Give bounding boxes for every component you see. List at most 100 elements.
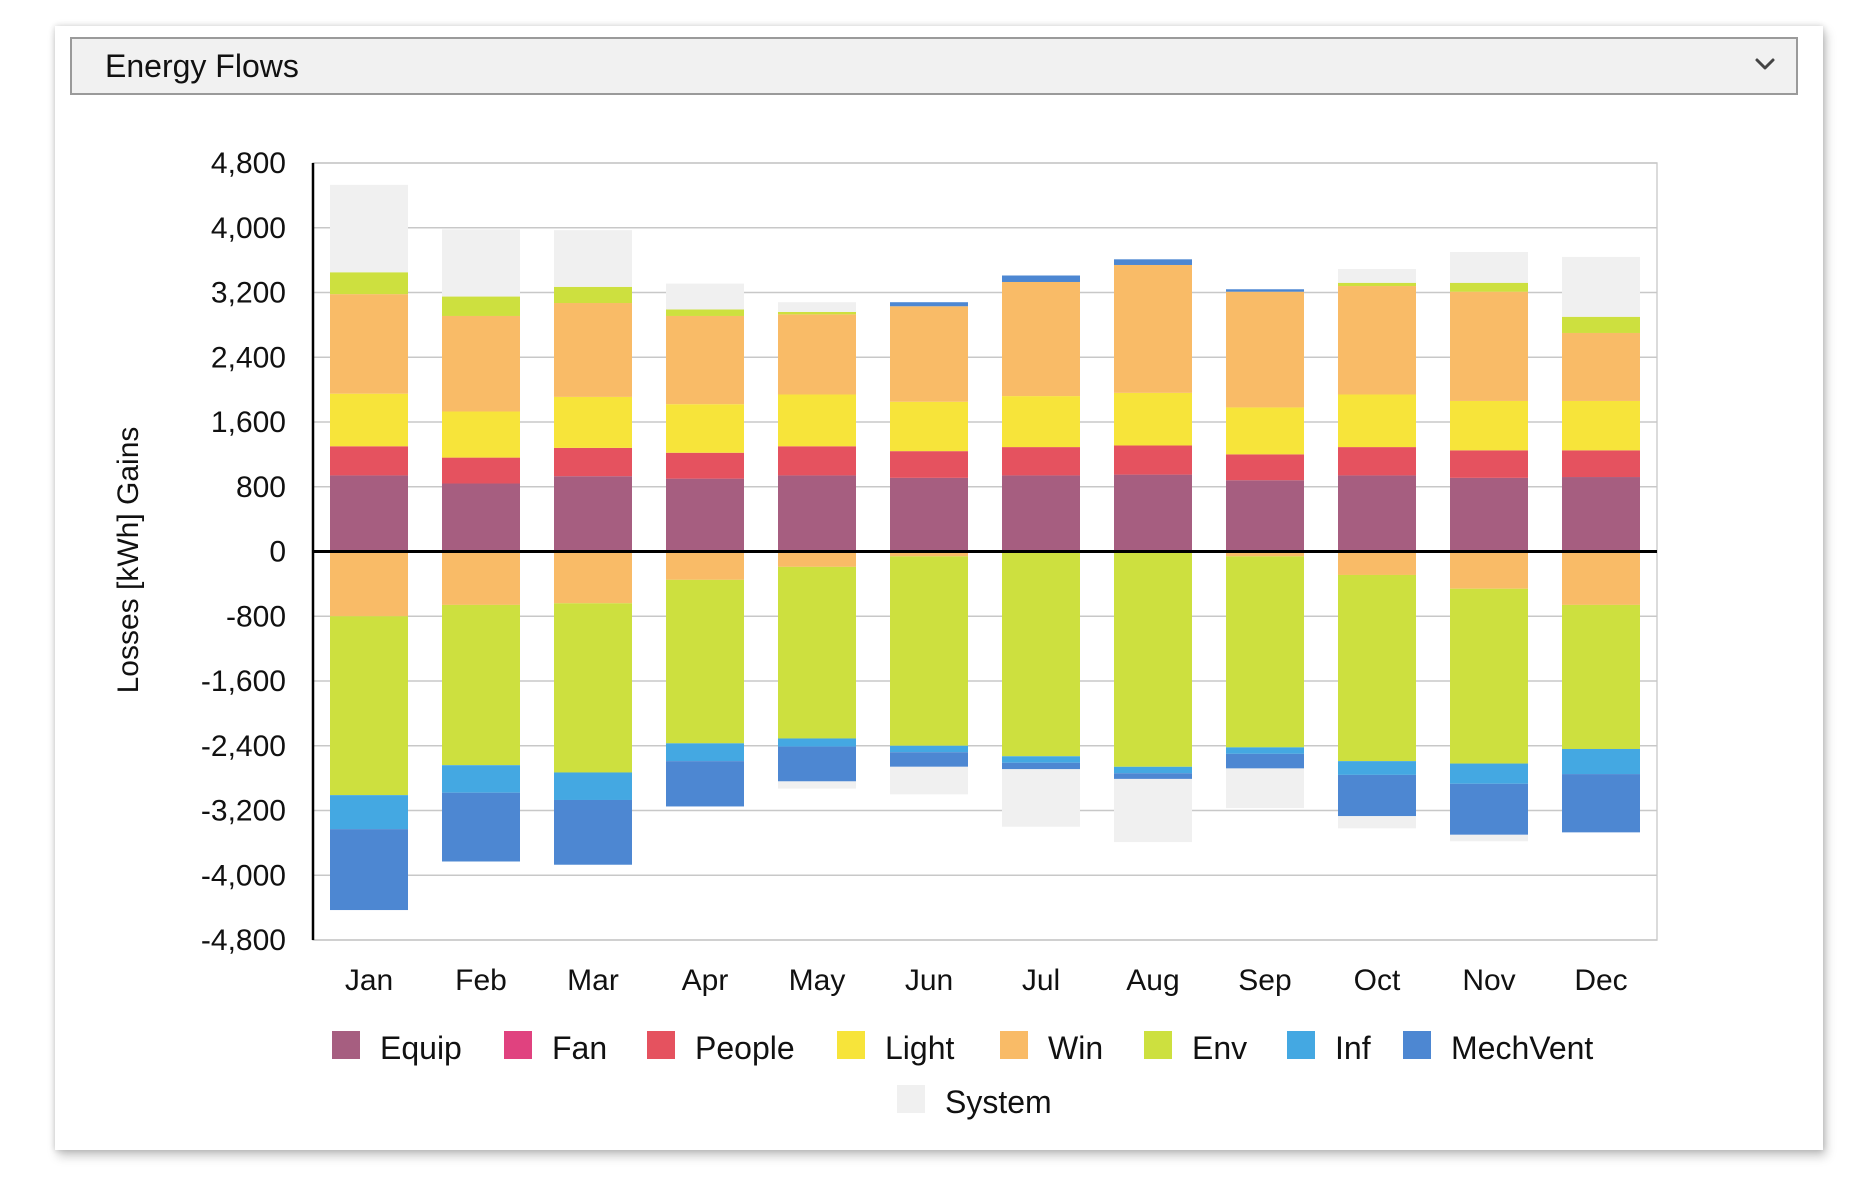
bar-win-loss-jun	[890, 551, 968, 557]
axes	[311, 163, 1657, 940]
bar-group-feb	[442, 229, 520, 862]
bar-group-apr	[666, 283, 744, 807]
legend-item-light[interactable]: Light	[837, 1030, 955, 1066]
bar-win-gain-aug	[1114, 264, 1192, 393]
bar-env-loss-dec	[1562, 604, 1640, 749]
legend-item-system[interactable]: System	[897, 1084, 1052, 1120]
bars	[330, 184, 1640, 911]
bar-equip-gain-jun	[890, 477, 968, 552]
x-tick-label-oct: Oct	[1354, 964, 1401, 997]
bar-mechvent-loss-mar	[554, 799, 632, 865]
bar-light-gain-may	[778, 394, 856, 447]
bar-env-loss-sep	[1226, 556, 1304, 748]
bar-system-loss-jun	[890, 766, 968, 795]
bar-group-nov	[1450, 252, 1528, 842]
bar-inf-loss-sep	[1226, 747, 1304, 754]
bar-win-gain-mar	[554, 303, 632, 397]
legend-label-fan: Fan	[552, 1030, 607, 1066]
y-tick-labels: 4,800 4,000 3,200 2,400 1,600 800 0 -800 -1,600 -…	[201, 147, 286, 957]
y-axis-title: Losses [kWh] Gains	[112, 427, 145, 694]
bar-light-gain-jan	[330, 393, 408, 447]
bar-people-gain-mar	[554, 447, 632, 477]
bar-mechvent-loss-apr	[666, 761, 744, 807]
y-tick-label: -4,000	[201, 859, 286, 892]
bar-win-loss-sep	[1226, 551, 1304, 557]
legend-item-win[interactable]: Win	[1000, 1030, 1103, 1066]
legend-label-system: System	[945, 1084, 1052, 1120]
bar-system-gain-apr	[666, 283, 744, 310]
legend-item-fan[interactable]: Fan	[504, 1030, 607, 1066]
bar-mechvent-loss-jan	[330, 829, 408, 911]
bar-env-gain-apr	[666, 309, 744, 316]
bar-win-loss-apr	[666, 551, 744, 580]
bar-light-gain-mar	[554, 396, 632, 448]
bar-group-jun	[890, 302, 968, 795]
bar-win-loss-may	[778, 551, 856, 567]
bar-mechvent-loss-nov	[1450, 783, 1528, 835]
bar-system-loss-aug	[1114, 778, 1192, 843]
bar-inf-loss-jun	[890, 745, 968, 753]
legend-label-mechvent: MechVent	[1451, 1030, 1593, 1066]
bar-people-gain-nov	[1450, 450, 1528, 478]
bar-equip-gain-jan	[330, 475, 408, 552]
bar-group-dec	[1562, 256, 1640, 833]
bar-win-gain-may	[778, 314, 856, 395]
x-tick-label-apr: Apr	[682, 964, 729, 997]
x-tick-label-mar: Mar	[567, 964, 619, 997]
legend-item-env[interactable]: Env	[1144, 1030, 1247, 1066]
y-tick-label: -1,600	[201, 665, 286, 698]
x-tick-label-feb: Feb	[455, 964, 507, 997]
legend-swatch-fan	[504, 1031, 532, 1059]
bar-mechvent-loss-sep	[1226, 753, 1304, 769]
y-axis-title-losses: Losses	[112, 598, 145, 693]
bar-light-gain-feb	[442, 411, 520, 458]
bar-inf-loss-dec	[1562, 748, 1640, 775]
bar-people-gain-dec	[1562, 450, 1640, 478]
y-tick-label: -3,200	[201, 795, 286, 828]
legend-item-inf[interactable]: Inf	[1287, 1030, 1371, 1066]
bar-env-gain-nov	[1450, 282, 1528, 292]
bar-env-gain-oct	[1338, 282, 1416, 287]
bar-light-gain-nov	[1450, 400, 1528, 451]
bar-group-may	[778, 302, 856, 789]
bar-env-gain-jan	[330, 272, 408, 295]
bar-win-loss-mar	[554, 551, 632, 604]
bar-group-mar	[554, 230, 632, 865]
bar-equip-gain-jul	[1002, 475, 1080, 552]
legend-label-win: Win	[1048, 1030, 1103, 1066]
bar-light-gain-aug	[1114, 392, 1192, 446]
legend-swatch-system	[897, 1085, 925, 1113]
y-tick-label: 1,600	[211, 406, 286, 439]
legend-label-env: Env	[1192, 1030, 1247, 1066]
legend-swatch-mechvent	[1403, 1031, 1431, 1059]
bar-system-loss-jul	[1002, 769, 1080, 827]
bar-mechvent-loss-feb	[442, 792, 520, 862]
bar-inf-loss-mar	[554, 772, 632, 800]
bar-system-gain-mar	[554, 230, 632, 287]
bar-system-gain-may	[778, 302, 856, 312]
gridlines	[312, 162, 1658, 941]
legend-item-mechvent[interactable]: MechVent	[1403, 1030, 1593, 1066]
chevron-down-icon[interactable]	[1754, 56, 1776, 72]
y-axis-title-unit: [kWh]	[112, 513, 145, 598]
bar-light-gain-apr	[666, 404, 744, 453]
bar-env-loss-may	[778, 566, 856, 739]
bar-env-loss-feb	[442, 604, 520, 766]
bar-equip-gain-may	[778, 475, 856, 552]
legend-swatch-env	[1144, 1031, 1172, 1059]
bar-light-gain-dec	[1562, 400, 1640, 451]
bar-light-gain-sep	[1226, 407, 1304, 455]
bar-equip-gain-aug	[1114, 474, 1192, 552]
bar-system-loss-nov	[1450, 834, 1528, 842]
y-tick-label: 4,000	[211, 212, 286, 245]
chart-selector-dropdown[interactable]: Energy Flows	[70, 37, 1798, 95]
y-axis-title-gains: Gains	[112, 427, 145, 514]
legend-item-people[interactable]: People	[647, 1030, 795, 1066]
x-tick-label-dec: Dec	[1574, 964, 1627, 997]
bar-mechvent-loss-may	[778, 746, 856, 782]
legend-label-light: Light	[885, 1030, 955, 1066]
bar-inf-loss-aug	[1114, 766, 1192, 774]
bar-system-gain-jan	[330, 184, 408, 273]
bar-light-gain-oct	[1338, 394, 1416, 448]
legend-item-equip[interactable]: Equip	[332, 1030, 462, 1066]
